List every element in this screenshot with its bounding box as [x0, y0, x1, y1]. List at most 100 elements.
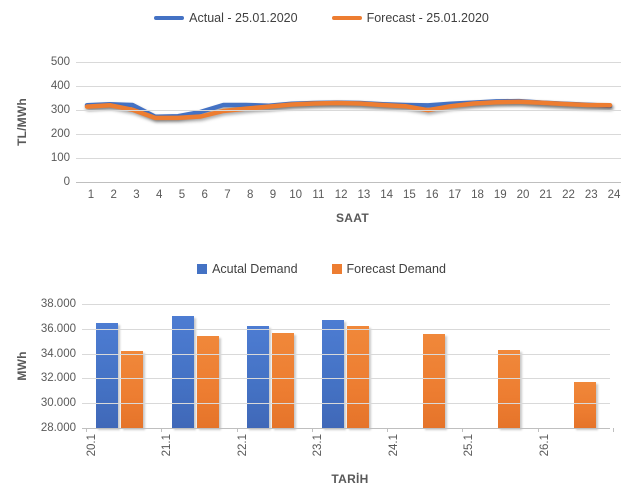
bar-group [82, 304, 157, 428]
category-label: 23.1 [312, 434, 325, 457]
bar-chart-x-axis-title: TARİH [331, 472, 369, 486]
category-label: 26.1 [538, 434, 551, 457]
bar-chart-y-axis-title-col: MWh [12, 304, 32, 428]
bar-group [535, 304, 610, 428]
line-chart-plot-area[interactable] [76, 62, 621, 183]
x-tick-label: 21 [539, 189, 553, 201]
forecast-bar-20.1[interactable] [121, 350, 144, 428]
y-tick-label: 30.000 [40, 397, 76, 410]
forecast-line-swatch [331, 15, 362, 21]
line-chart-legend: Actual - 25.01.2020 Forecast - 25.01.202… [12, 10, 631, 26]
gridline [82, 378, 610, 380]
x-tick-label: 6 [201, 189, 208, 201]
line-chart-plot-wrap: TL/MWh 500 400 300 200 100 0 [12, 56, 631, 188]
gridline [76, 62, 621, 63]
category-label-cell: 25.1 [463, 434, 538, 468]
line-chart-y-axis-title: TL/MWh [15, 98, 29, 146]
category-label-cell: 23.1 [312, 434, 387, 468]
legend-label-forecast: Forecast - 25.01.2020 [366, 11, 489, 25]
x-tick-label: 17 [448, 189, 462, 201]
x-tick-label: 7 [224, 189, 231, 201]
forecast-bar-23.1[interactable] [347, 326, 370, 428]
legend-label-actual-demand: Acutal Demand [212, 262, 298, 276]
legend-label-forecast-demand: Forecast Demand [346, 262, 446, 276]
x-tick-label: 16 [425, 189, 439, 201]
category-label-cell: 20.1 [86, 434, 161, 468]
x-tick-label: 11 [312, 189, 325, 201]
bar-groups [82, 304, 610, 428]
bar-group [384, 304, 459, 428]
bar-chart-plot-wrap: MWh 38.000 36.000 34.000 32.000 30.000 28.000 [12, 298, 631, 434]
category-label-cell: 21.1 [161, 434, 236, 468]
gridline [82, 328, 610, 330]
x-tick-label: 10 [289, 189, 303, 201]
x-tick-label: 12 [334, 189, 348, 201]
line-chart-y-axis-title-col: TL/MWh [12, 62, 32, 182]
bar-group [308, 304, 383, 428]
y-tick-label: 28.000 [40, 422, 76, 434]
gridline [76, 182, 621, 183]
y-tick-label: 32.000 [40, 372, 76, 385]
x-tick-label: 20 [516, 189, 530, 201]
y-tick-label: 200 [50, 128, 70, 140]
forecast-bar-26.1[interactable] [573, 382, 596, 428]
legend-item-forecast[interactable]: Forecast - 25.01.2020 [331, 11, 489, 25]
x-tick-label: 14 [380, 189, 393, 201]
legend-item-actual-demand[interactable]: Acutal Demand [197, 262, 298, 276]
forecast-bar-22.1[interactable] [272, 332, 295, 428]
x-tick-label: 15 [402, 189, 416, 201]
category-label: 20.1 [86, 434, 98, 457]
bar-chart-y-axis-labels: 38.000 36.000 34.000 32.000 30.000 28.000 [32, 298, 82, 434]
forecast-bar-21.1[interactable] [196, 336, 219, 428]
forecast-demand-swatch [331, 264, 342, 274]
x-tick-label: 9 [269, 189, 277, 201]
x-tick-label: 18 [471, 189, 484, 201]
y-tick-label: 100 [50, 152, 70, 164]
legend-label-actual: Actual - 25.01.2020 [189, 11, 298, 25]
category-label: 24.1 [387, 434, 400, 457]
forecast-series-line[interactable] [84, 99, 613, 121]
forecast-bar-25.1[interactable] [498, 349, 521, 428]
x-tick-label: 3 [133, 189, 140, 201]
y-tick-label: 36.000 [40, 322, 76, 335]
actual-bar-21.1[interactable] [171, 316, 194, 428]
bar-chart-axis-ticks [86, 428, 614, 432]
category-label-cell: 24.1 [388, 434, 463, 468]
y-tick-label: 400 [50, 80, 70, 92]
y-tick-label: 0 [63, 176, 70, 188]
x-tick-label: 19 [493, 189, 507, 201]
y-tick-label: 38.000 [40, 298, 76, 310]
x-tick-label: 24 [607, 189, 621, 201]
actual-demand-swatch [197, 264, 208, 274]
legend-item-actual[interactable]: Actual - 25.01.2020 [154, 11, 298, 25]
x-tick-label: 8 [246, 189, 254, 201]
legend-item-forecast-demand[interactable]: Forecast Demand [331, 262, 446, 276]
gridline [76, 110, 621, 111]
x-tick-label: 13 [357, 189, 371, 201]
bar-group [459, 304, 534, 428]
actual-bar-20.1[interactable] [96, 322, 119, 428]
y-tick-label: 300 [50, 104, 70, 116]
gridline [82, 353, 610, 355]
category-label-cell: 22.1 [237, 434, 312, 468]
gridline [82, 428, 610, 429]
category-label-cell: 26.1 [539, 434, 614, 468]
bar-chart-legend: Acutal Demand Forecast Demand [12, 261, 631, 277]
bar-chart-plot-area[interactable] [82, 304, 610, 429]
category-label: 25.1 [463, 434, 476, 457]
x-tick-label: 23 [584, 189, 598, 201]
actual-bar-22.1[interactable] [247, 325, 270, 428]
x-tick-label: 22 [562, 189, 575, 201]
gridline [82, 304, 610, 305]
y-tick-label: 500 [50, 56, 70, 68]
demand-bar-chart: Acutal Demand Forecast Demand MWh 38.000… [12, 261, 631, 486]
forecast-bar-24.1[interactable] [422, 333, 445, 428]
gridline [76, 86, 621, 87]
actual-bar-23.1[interactable] [322, 320, 345, 428]
bar-chart-y-axis-title: MWh [15, 351, 29, 381]
gridline [82, 403, 610, 405]
x-tick-label: 2 [110, 189, 117, 201]
line-chart-y-axis-labels: 500 400 300 200 100 0 [32, 56, 76, 188]
bar-chart-x-axis-labels: 20.1 21.1 22.1 23.1 24.1 25.1 26.1 [86, 434, 614, 468]
